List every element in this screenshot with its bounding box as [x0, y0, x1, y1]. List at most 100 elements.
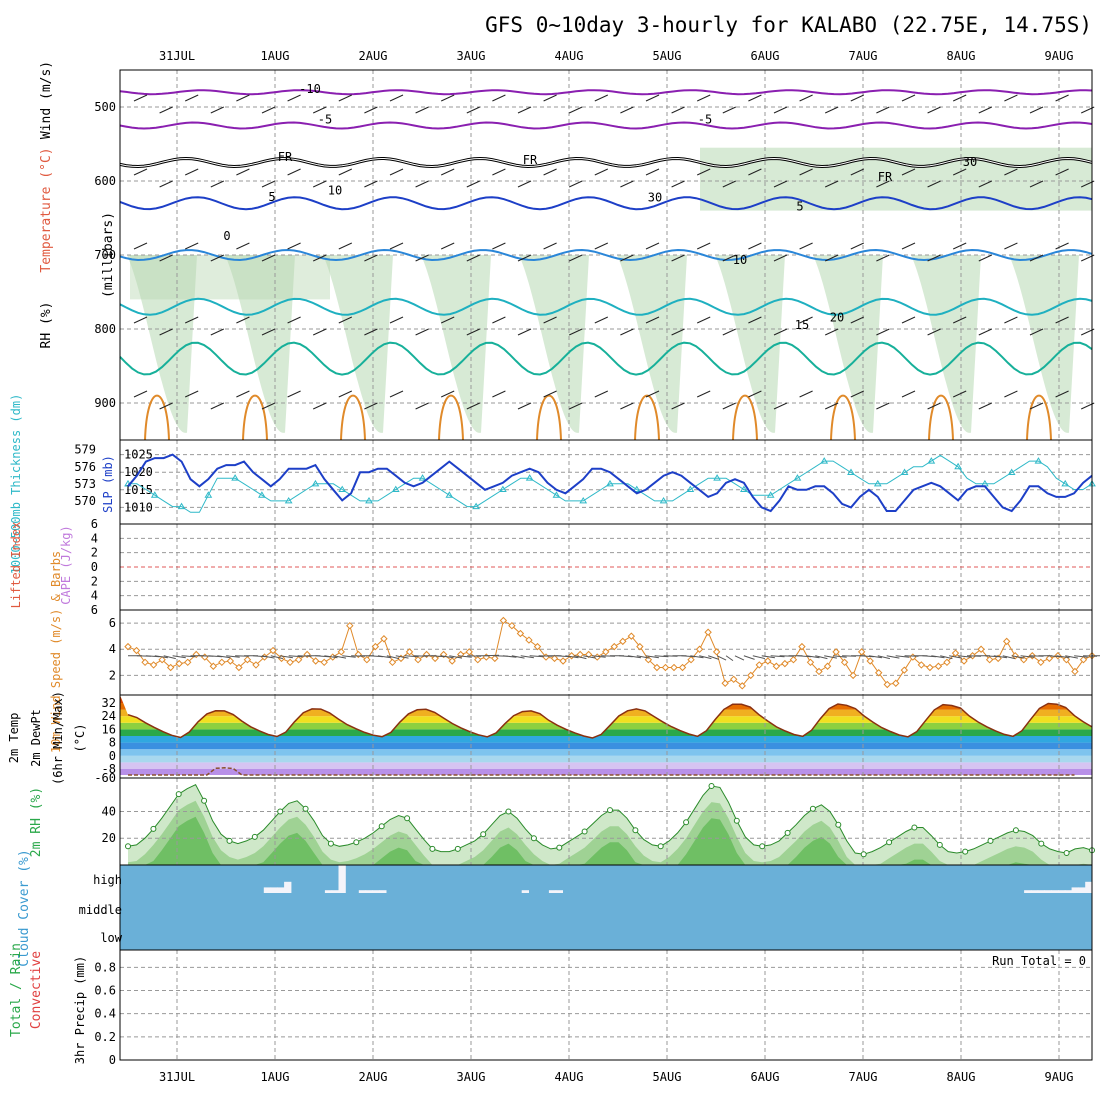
upper-wind-barb	[696, 94, 711, 102]
rh-marker	[454, 845, 461, 852]
temp-color-band	[120, 769, 1092, 775]
wind-speed-marker	[678, 663, 687, 672]
upper-wind-barb	[748, 242, 762, 250]
wind-barb	[993, 655, 1008, 659]
upper-wind-barb	[261, 402, 276, 410]
wind-barb	[895, 655, 910, 658]
wind-barb	[1011, 655, 1025, 659]
wind-speed-marker	[670, 663, 678, 672]
thickness-marker	[338, 485, 347, 493]
upper-wind-barb	[440, 168, 455, 176]
thickness-marker	[177, 502, 186, 510]
thickness-marker	[204, 491, 213, 498]
wind-speed-marker	[602, 648, 610, 656]
wind-speed-marker	[218, 658, 226, 667]
upper-wind-barb	[748, 168, 762, 176]
upper-wind-barb	[133, 390, 148, 398]
upper-wind-barb	[952, 94, 967, 102]
wind-barb	[404, 655, 419, 658]
wind-barb	[261, 655, 275, 659]
date-label-top: 4AUG	[555, 49, 584, 63]
upper-wind-barb	[1029, 328, 1044, 336]
wind-speed-marker	[951, 649, 960, 657]
upper-wind-barb	[159, 254, 173, 262]
upper-wind-barb	[236, 390, 250, 398]
temp-line	[127, 702, 1093, 739]
rh-marker	[201, 797, 208, 804]
wind-speed-marker	[533, 642, 542, 651]
wind-speed-marker	[1062, 655, 1071, 664]
thickness-marker	[847, 468, 855, 475]
thickness-marker	[606, 479, 614, 487]
wind-barb	[333, 655, 347, 659]
wind-barb	[386, 655, 400, 660]
upper-wind-barb	[773, 180, 788, 188]
rh-shade	[911, 255, 981, 433]
contour-label: 5	[796, 200, 803, 214]
wind-speed-marker	[892, 679, 900, 687]
wind-speed-marker	[465, 648, 473, 656]
upper-wind-barb	[901, 94, 916, 102]
upper-wind-barb	[389, 242, 404, 250]
wind-speed-marker	[661, 663, 670, 672]
temp-tick: 8	[109, 736, 116, 750]
rh-marker	[581, 828, 588, 835]
upper-wind-barb	[568, 254, 583, 262]
date-label-bottom: 5AUG	[653, 1070, 682, 1084]
wind-speed-marker	[934, 662, 943, 670]
wind-barb	[449, 655, 463, 659]
rh-shade	[127, 255, 197, 433]
rh-marker	[353, 839, 360, 846]
upper-wind-barb	[773, 106, 788, 114]
wind-speed-marker	[337, 648, 345, 656]
wind-barb	[342, 655, 356, 658]
rh-shade	[323, 255, 393, 433]
wind-barb	[743, 655, 755, 660]
wind-speed-marker	[311, 657, 320, 665]
wind-tick: 4	[109, 642, 116, 656]
wind-barb	[583, 655, 596, 659]
wind-barb	[288, 655, 303, 658]
isotherm-25	[732, 394, 758, 441]
wind-barb	[627, 655, 642, 659]
wind-speed-marker	[346, 621, 354, 630]
rh-marker	[657, 843, 664, 850]
thickness-marker	[954, 462, 962, 470]
wind-speed-marker	[644, 655, 653, 664]
upper-wind-barb	[824, 180, 839, 188]
isotherm-25	[340, 394, 366, 441]
contour-label: FR	[523, 153, 538, 167]
upper-wind-barb	[389, 390, 404, 398]
upper-wind-barb	[876, 402, 890, 410]
upper-wind-barb	[645, 94, 660, 102]
cloud-high-bar	[372, 890, 380, 893]
pressure-tick: 800	[94, 322, 116, 336]
upper-wind-barb	[338, 94, 353, 102]
wind-speed-marker	[1020, 655, 1028, 664]
upper-wind-barb	[492, 168, 506, 176]
wind-barb	[172, 655, 186, 659]
upper-wind-barb	[952, 168, 967, 176]
upper-wind-barb	[492, 94, 506, 102]
wind-speed-marker	[508, 621, 516, 630]
rh-marker	[987, 837, 994, 844]
upper-wind-barb	[568, 328, 583, 336]
cloud-high-bar	[1064, 890, 1073, 893]
pressure-axis-label: (millibars)	[101, 212, 116, 298]
isotherm-25	[144, 394, 170, 441]
upper-wind-barb	[952, 390, 967, 398]
contour-label: -10	[299, 82, 321, 96]
rh-marker	[378, 823, 385, 830]
thickness-tick: 573	[74, 477, 96, 491]
rh-marker	[505, 808, 512, 815]
isotherm-25	[536, 394, 562, 441]
upper-wind-barb	[799, 168, 813, 176]
pressure-tick: 900	[94, 396, 116, 410]
wind-barb	[226, 655, 240, 658]
pressure-tick: 700	[94, 248, 116, 262]
wind-speed-marker	[695, 645, 704, 653]
upper-wind-barb	[312, 180, 327, 188]
thickness-tick: 579	[74, 443, 96, 457]
upper-wind-barb	[210, 254, 225, 262]
upper-wind-barb	[568, 180, 583, 188]
